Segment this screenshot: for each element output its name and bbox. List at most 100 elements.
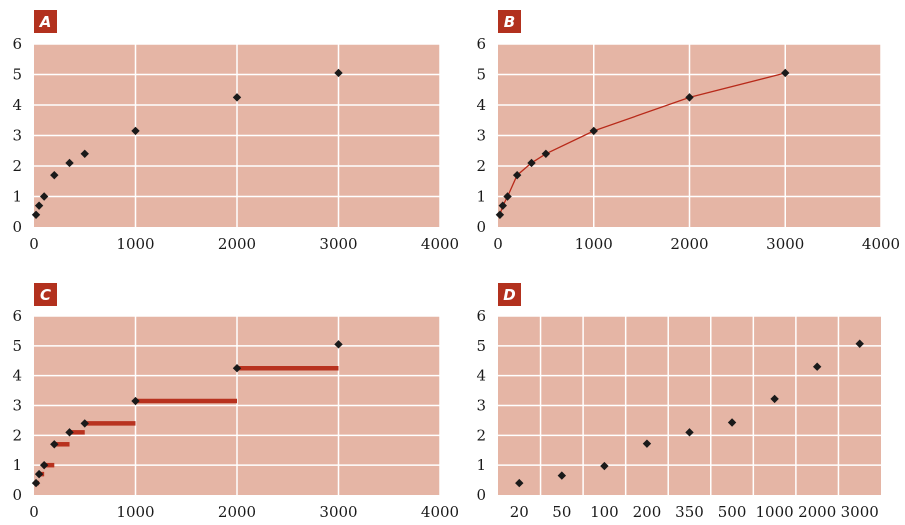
data-point xyxy=(727,418,737,427)
x-tick-label: 500 xyxy=(718,503,747,521)
x-tick-label: 1000 xyxy=(575,235,613,253)
x-tick-label: 1000 xyxy=(116,235,154,253)
x-tick-label: 350 xyxy=(675,503,704,521)
data-point xyxy=(685,428,694,437)
data-point xyxy=(498,201,507,210)
data-point xyxy=(781,68,790,78)
data-point xyxy=(31,478,41,488)
x-tick-label: 0 xyxy=(29,235,39,253)
y-tick-label: 4 xyxy=(476,367,486,385)
data-point xyxy=(50,440,59,449)
x-tick-label: 50 xyxy=(552,503,571,521)
x-tick-label: 3000 xyxy=(766,235,804,253)
data-point xyxy=(80,419,89,428)
y-tick-label: 4 xyxy=(12,96,22,114)
panel-a: 0 1 2 3 4 5 6 0 1000 2000 3000 4000 A xyxy=(12,10,459,253)
data-point xyxy=(855,339,864,348)
data-point xyxy=(515,478,524,488)
y-tick-label: 3 xyxy=(476,127,486,145)
x-tick-label: 3000 xyxy=(841,503,879,521)
data-point xyxy=(39,192,49,201)
x-tick-label: 2000 xyxy=(670,235,708,253)
x-tick-label: 100 xyxy=(590,503,619,521)
panel-badge-label: C xyxy=(40,286,51,304)
x-tick-label: 2000 xyxy=(218,235,256,253)
y-tick-label: 6 xyxy=(12,307,22,325)
panel-b: 0 1 2 3 4 5 6 0 1000 2000 3000 4000 B xyxy=(476,10,900,253)
y-tick-label: 1 xyxy=(12,456,22,474)
data-point xyxy=(65,158,74,168)
data-point xyxy=(31,210,41,219)
y-tick-label: 4 xyxy=(476,96,486,114)
x-tick-label: 20 xyxy=(510,503,529,521)
y-tick-label: 2 xyxy=(12,426,22,444)
data-point xyxy=(812,362,822,371)
panel-c: 0 1 2 3 4 5 6 0 1000 2000 3000 4000 C xyxy=(12,283,459,521)
x-tick-label: 2000 xyxy=(218,503,256,521)
data-point xyxy=(512,170,522,180)
panel-badge xyxy=(498,283,521,306)
y-tick-label: 5 xyxy=(476,337,486,355)
x-tick-label: 0 xyxy=(29,503,39,521)
x-tick-label: 4000 xyxy=(421,235,459,253)
x-tick-label: 3000 xyxy=(319,235,357,253)
y-tick-label: 6 xyxy=(476,35,486,53)
panel-badge xyxy=(34,283,57,306)
y-tick-label: 2 xyxy=(12,157,22,175)
data-point xyxy=(334,68,343,78)
data-point xyxy=(80,149,89,158)
y-tick-label: 5 xyxy=(476,66,486,84)
y-tick-label: 3 xyxy=(12,397,22,415)
panel-badge-label: D xyxy=(503,286,515,304)
y-tick-label: 2 xyxy=(476,426,486,444)
data-point xyxy=(131,126,140,136)
data-point xyxy=(39,460,49,470)
data-point xyxy=(495,210,505,219)
y-tick-label: 6 xyxy=(476,307,486,325)
data-point xyxy=(50,170,59,180)
data-point xyxy=(34,469,44,479)
data-point xyxy=(541,149,551,158)
y-tick-label: 1 xyxy=(476,456,486,474)
data-point xyxy=(34,201,44,210)
data-point xyxy=(334,340,343,349)
y-tick-label: 1 xyxy=(476,188,486,206)
y-tick-label: 0 xyxy=(476,218,486,236)
data-point xyxy=(557,471,567,480)
y-tick-label: 0 xyxy=(12,486,22,504)
y-tick-label: 3 xyxy=(476,397,486,415)
x-tick-label: 200 xyxy=(633,503,662,521)
y-tick-label: 1 xyxy=(12,188,22,206)
data-point xyxy=(503,192,512,201)
panel-d: 0 1 2 3 4 5 6 20 50 100 200 350 500 1000 2000 3000 D xyxy=(476,283,881,521)
data-point xyxy=(232,93,242,102)
y-tick-label: 5 xyxy=(12,66,22,84)
x-tick-label: 1000 xyxy=(116,503,154,521)
x-tick-label: 1000 xyxy=(756,503,794,521)
panel-badge-label: B xyxy=(504,13,515,31)
panel-badge xyxy=(498,10,521,33)
x-tick-label: 0 xyxy=(493,235,503,253)
y-tick-label: 3 xyxy=(12,127,22,145)
data-point xyxy=(600,461,609,471)
x-tick-label: 4000 xyxy=(421,503,459,521)
data-point xyxy=(527,158,536,168)
y-tick-label: 4 xyxy=(12,367,22,385)
data-point xyxy=(642,439,652,448)
panel-badge xyxy=(34,10,57,33)
x-tick-label: 3000 xyxy=(319,503,357,521)
panel-badge-label: A xyxy=(39,13,52,31)
data-point xyxy=(770,394,779,404)
y-tick-label: 0 xyxy=(476,486,486,504)
data-point xyxy=(65,428,74,437)
y-tick-label: 2 xyxy=(476,157,486,175)
y-tick-label: 0 xyxy=(12,218,22,236)
y-tick-label: 6 xyxy=(12,35,22,53)
data-point xyxy=(232,364,242,373)
x-tick-label: 4000 xyxy=(862,235,900,253)
y-tick-label: 5 xyxy=(12,337,22,355)
data-point xyxy=(685,93,694,102)
data-point xyxy=(131,396,140,406)
